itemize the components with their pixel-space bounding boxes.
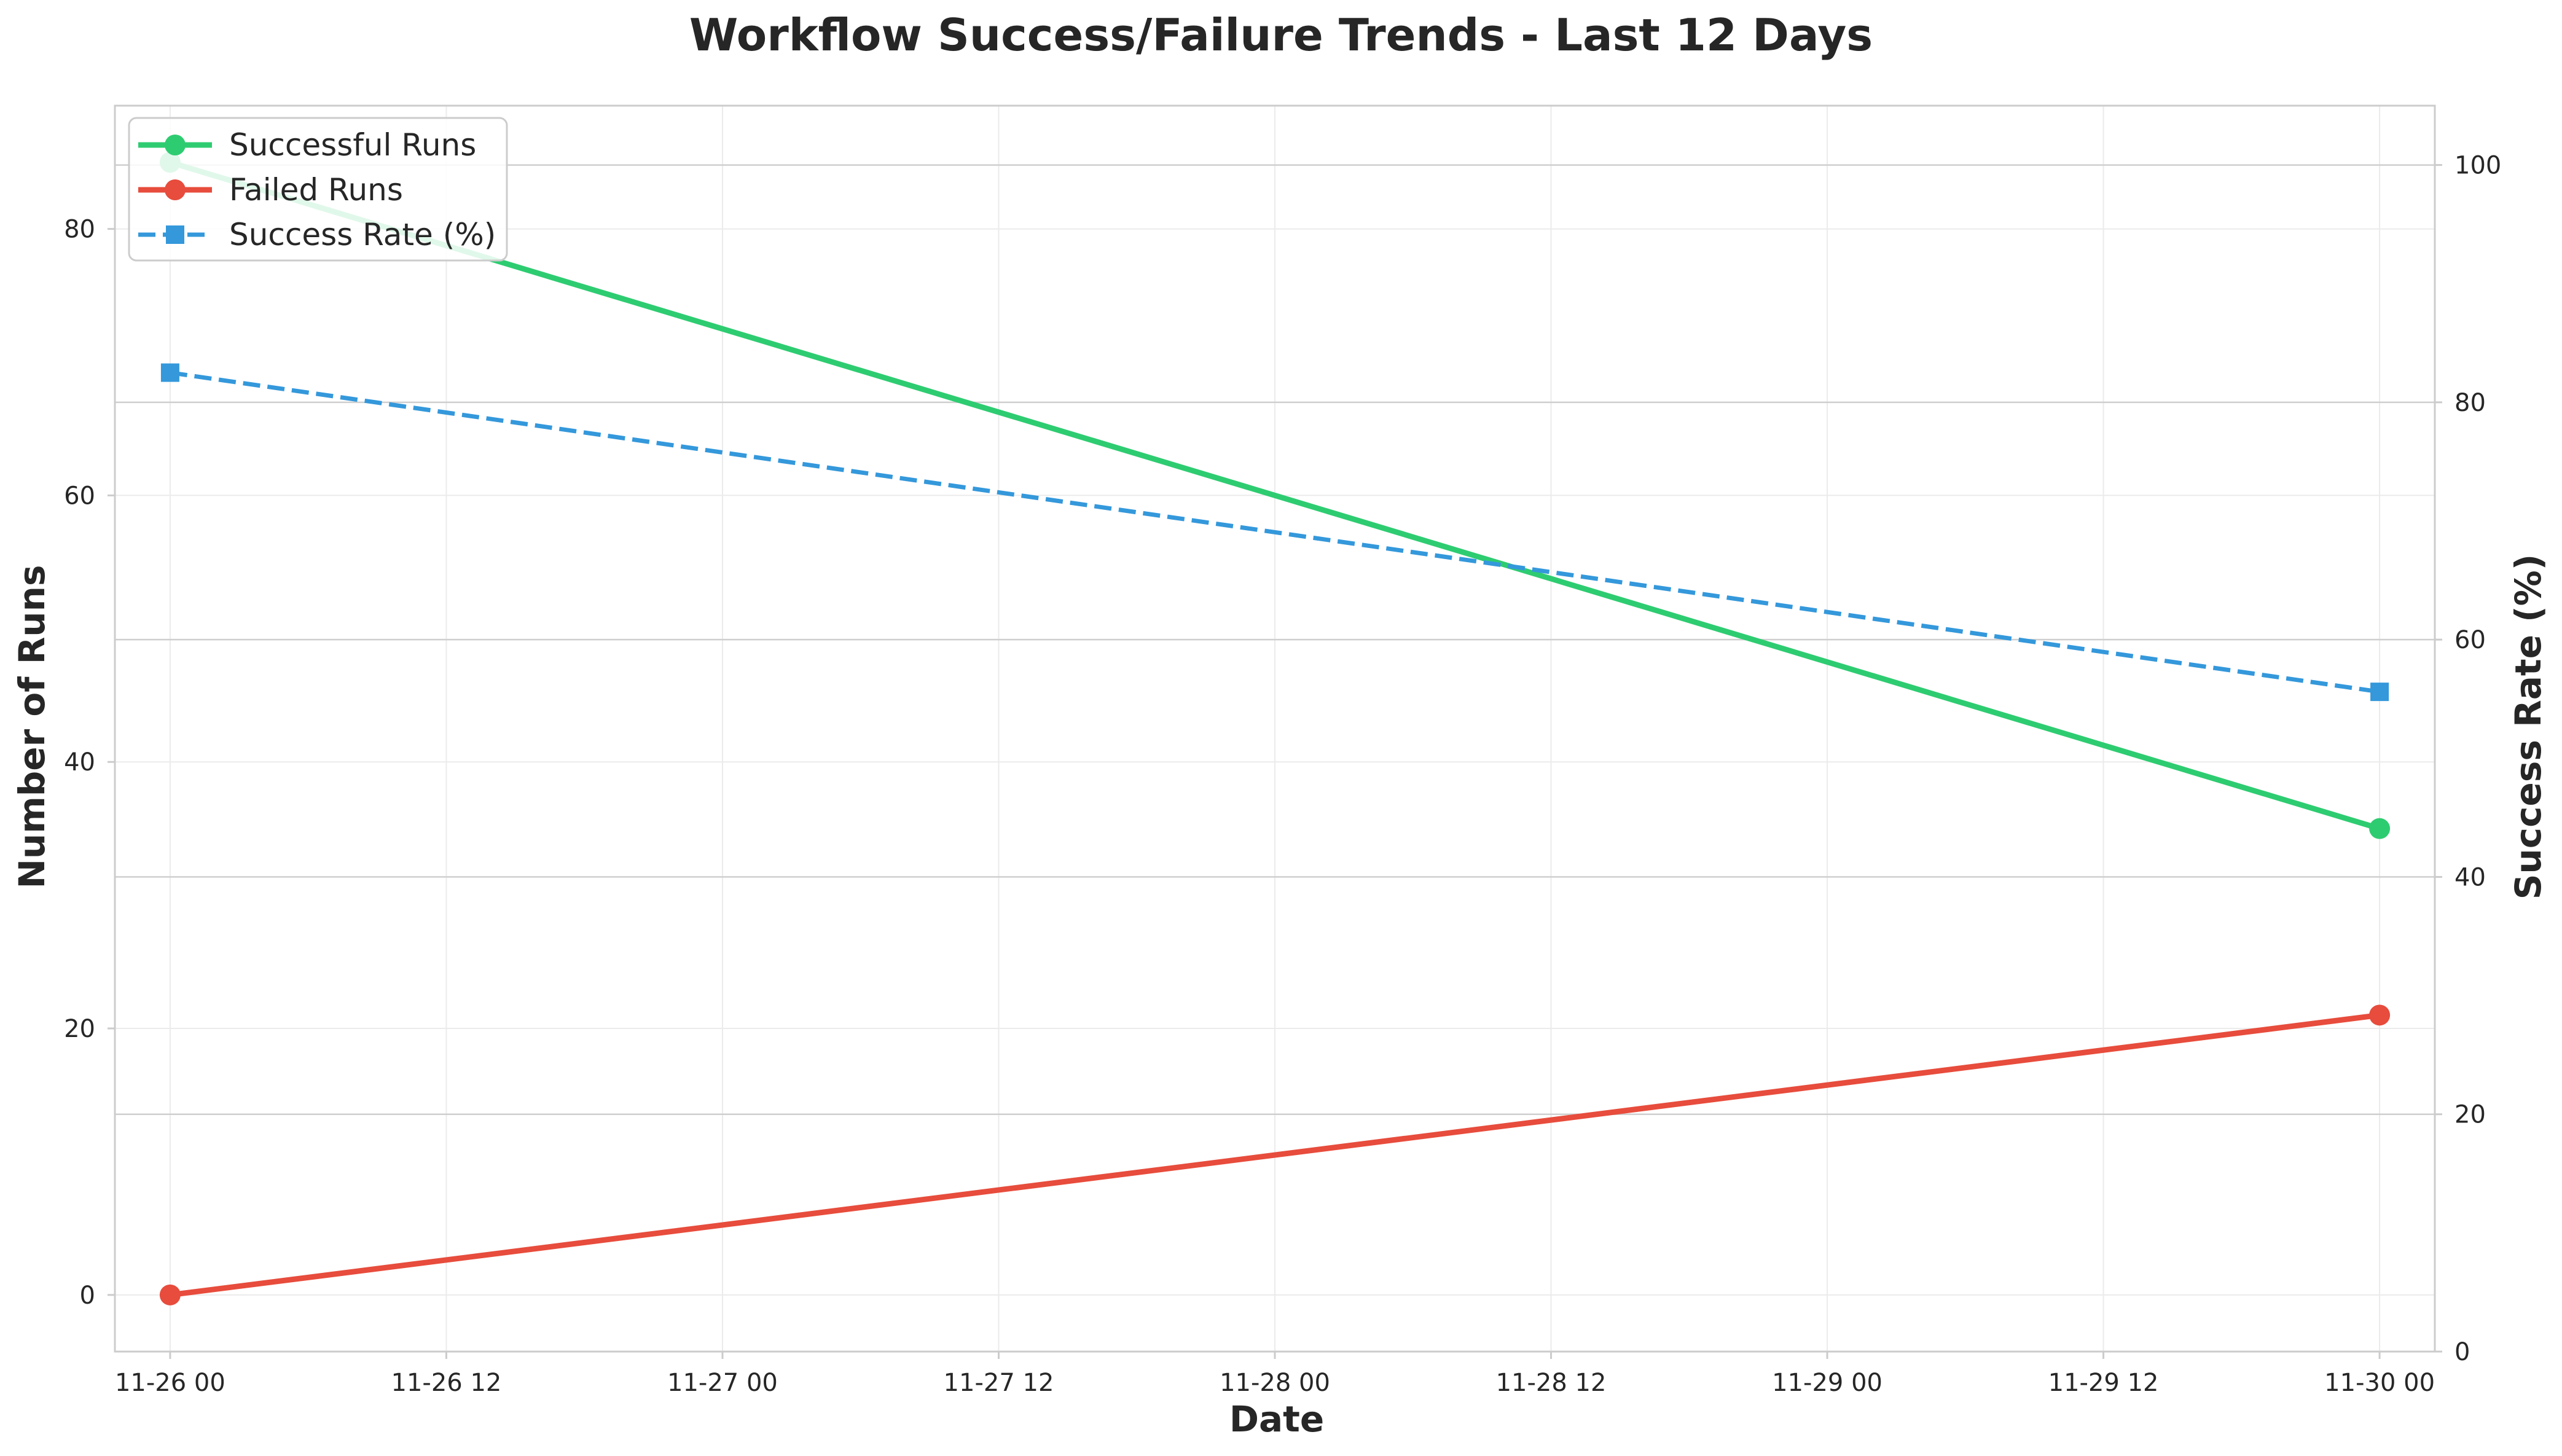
legend-label-2: Success Rate (%): [229, 217, 496, 252]
x-tick-label-6: 11-29 00: [1772, 1369, 1882, 1397]
x-axis-label: Date: [1229, 1398, 1324, 1440]
series-1-marker-0: [159, 1284, 181, 1305]
series-line-1: [170, 1012, 2380, 1298]
series-1-marker-1: [2369, 1004, 2391, 1026]
x-tick-label-8: 11-30 00: [2324, 1369, 2435, 1397]
y-tick-label-2: 40: [64, 748, 95, 777]
axis-ticks: 11-26 00 11-26 12 11-27 00 11-27 12 11-28 00…: [64, 152, 2501, 1397]
x-tick-label-2: 11-27 00: [667, 1369, 778, 1397]
legend-label-1: Failed Runs: [229, 172, 403, 208]
series-line-2: [170, 370, 2380, 694]
y2-tick-label-5: 100: [2454, 152, 2501, 180]
y2-tick-label-1: 20: [2454, 1101, 2486, 1129]
y2-tick-label-4: 80: [2454, 389, 2486, 417]
y2-axis-label: Success Rate (%): [2507, 554, 2549, 900]
y-axis-label: Number of Runs: [11, 565, 53, 889]
x-tick-label-7: 11-29 12: [2048, 1369, 2159, 1397]
legend-marker-1: [165, 179, 186, 200]
legend-marker-0: [165, 135, 186, 155]
legend-label-0: Successful Runs: [229, 127, 476, 163]
x-tick-label-4: 11-28 00: [1220, 1369, 1330, 1397]
series-2-marker-1: [2370, 683, 2389, 702]
series-lines: [169, 159, 2381, 1298]
series-2-marker-0: [160, 363, 179, 382]
x-tick-label-0: 11-26 00: [115, 1369, 225, 1397]
y2-tick-label-3: 60: [2454, 626, 2486, 654]
y-tick-label-1: 20: [64, 1015, 95, 1043]
series-line-0: [169, 159, 2381, 831]
y-tick-label-3: 60: [64, 482, 95, 510]
x-tick-label-1: 11-26 12: [391, 1369, 502, 1397]
y2-tick-label-0: 0: [2454, 1338, 2470, 1366]
legend: Successful Runs Failed Runs Success Rate (…: [128, 117, 508, 262]
legend-marker-2: [166, 225, 184, 244]
x-tick-label-5: 11-28 12: [1496, 1369, 1607, 1397]
x-tick-label-3: 11-27 12: [944, 1369, 1054, 1397]
y-tick-label-0: 0: [80, 1282, 95, 1310]
chart-title: Workflow Success/Failure Trends - Last 1…: [689, 9, 1873, 61]
y-tick-label-4: 80: [64, 216, 95, 244]
legend-box: [128, 117, 508, 262]
y2-tick-label-2: 40: [2454, 863, 2486, 891]
series-0-marker-1: [2369, 818, 2391, 839]
